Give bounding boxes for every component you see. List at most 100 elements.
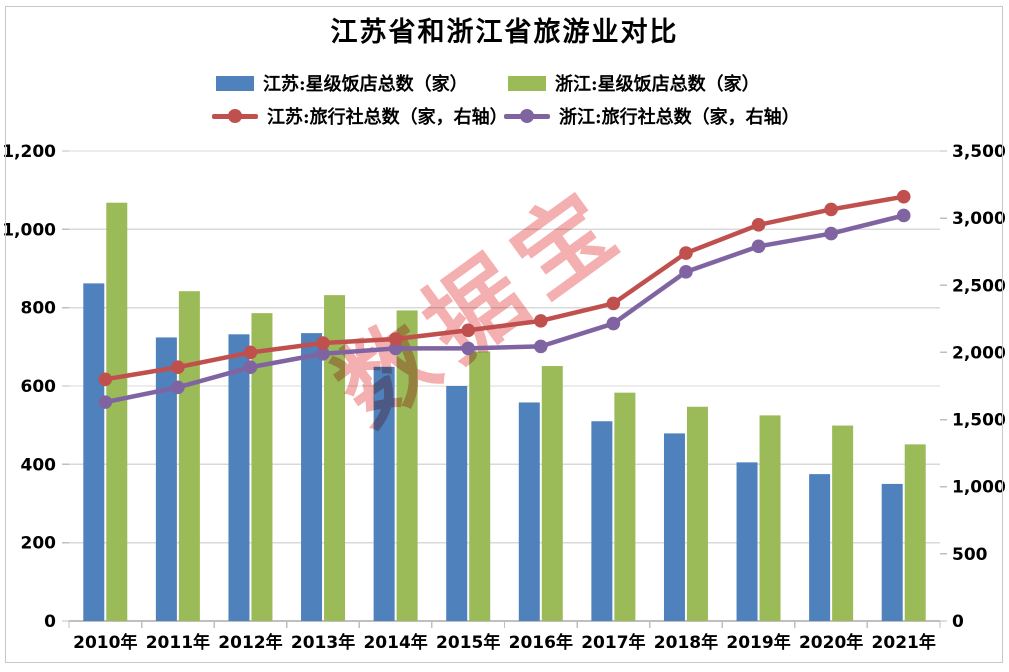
left-axis-tick-label: 0 — [44, 612, 56, 632]
x-axis-category-label: 2015年 — [436, 632, 500, 653]
line-marker — [98, 372, 113, 387]
x-axis-category-label: 2014年 — [363, 632, 427, 653]
x-axis-category-label: 2020年 — [799, 632, 863, 653]
right-axis-tick-label: 1,000 — [952, 478, 1006, 498]
line-marker — [606, 296, 621, 311]
left-axis-tick-label: 200 — [21, 534, 57, 554]
line-series-0 — [98, 208, 911, 409]
bar-series-0 — [83, 283, 903, 621]
left-axis-tick-label: 1,200 — [2, 142, 56, 162]
left-axis-tick-label: 600 — [21, 377, 57, 397]
bar-series — [83, 202, 926, 621]
line-marker — [606, 316, 621, 331]
bar — [301, 333, 323, 621]
bar — [251, 313, 273, 621]
line-marker — [824, 226, 838, 241]
right-axis-tick-label: 3,000 — [952, 209, 1006, 229]
x-axis-category-label: 2019年 — [726, 632, 790, 653]
left-axis-tick-label: 800 — [21, 299, 57, 319]
bar-series-1 — [106, 202, 926, 621]
line-marker — [679, 246, 693, 260]
bar — [83, 283, 105, 621]
left-axis-tick-label: 400 — [21, 455, 57, 475]
right-axis-tick-label: 2,500 — [952, 276, 1006, 296]
x-axis-category-label: 2010年 — [73, 632, 137, 653]
line-marker — [896, 208, 911, 223]
bar — [663, 433, 685, 621]
line-marker — [171, 360, 185, 375]
bar-swatch-icon — [216, 75, 254, 91]
bar — [541, 366, 563, 621]
legend-label: 江苏:旅行社总数（家，右轴） — [267, 107, 508, 128]
bar — [178, 291, 200, 621]
line-marker — [171, 380, 185, 395]
legend-item-zhejiang-hotels: 浙江:星级饭店总数（家） — [508, 70, 760, 96]
bar — [686, 406, 708, 621]
bar — [759, 415, 781, 621]
line-marker — [316, 346, 330, 361]
axes — [62, 150, 947, 628]
line-marker — [461, 323, 476, 338]
line-marker — [533, 339, 548, 354]
x-axis-category-label: 2017年 — [581, 632, 645, 653]
x-axis-category-label: 2018年 — [654, 632, 718, 653]
bar — [446, 386, 468, 621]
x-axis-category-label: 2016年 — [509, 632, 573, 653]
bar — [106, 202, 128, 621]
line-path — [103, 213, 906, 405]
bar — [904, 444, 926, 621]
bar — [469, 351, 491, 621]
line-marker — [824, 202, 838, 217]
right-axis-tick-label: 3,500 — [952, 142, 1006, 162]
x-axis-category-label: 2011年 — [146, 632, 210, 653]
line-marker-swatch-icon — [504, 108, 550, 124]
right-axis-tick-label: 2,000 — [952, 343, 1006, 363]
legend-item-jiangsu-agencies: 江苏:旅行社总数（家，右轴） — [212, 103, 508, 129]
line-marker — [388, 332, 403, 346]
line-marker — [461, 341, 476, 356]
line-marker — [243, 345, 258, 360]
bar — [736, 462, 758, 621]
bar — [809, 474, 831, 621]
legend-label: 江苏:星级饭店总数（家） — [263, 74, 468, 95]
line-marker-swatch-icon — [212, 108, 258, 124]
right-axis-tick-label: 500 — [952, 545, 988, 565]
bar — [228, 334, 250, 621]
line-marker — [679, 265, 693, 279]
right-axis-tick-label: 1,500 — [952, 411, 1006, 431]
x-axis-category-label: 2021年 — [872, 632, 936, 653]
bar — [396, 310, 418, 621]
bar — [518, 402, 540, 621]
legend-item-jiangsu-hotels: 江苏:星级饭店总数（家） — [216, 70, 468, 96]
bar — [324, 295, 346, 621]
legend-item-zhejiang-agencies: 浙江:旅行社总数（家，右轴） — [504, 103, 800, 129]
right-axis-tick-label: 0 — [952, 612, 964, 632]
bar — [881, 483, 903, 621]
bar — [614, 392, 636, 621]
line-marker — [98, 395, 113, 409]
line-marker — [751, 239, 766, 254]
line-path — [103, 194, 906, 382]
bar — [832, 425, 854, 621]
left-axis-tick-label: 1,000 — [2, 220, 56, 240]
bar — [155, 337, 177, 621]
line-marker — [751, 218, 766, 232]
bar — [373, 366, 395, 621]
line-marker — [896, 189, 911, 204]
line-series-1 — [98, 189, 911, 387]
bar-swatch-icon — [508, 75, 546, 91]
line-marker — [316, 336, 330, 350]
chart-title: 江苏省和浙江省旅游业对比 — [330, 17, 679, 48]
bar — [591, 421, 613, 621]
line-marker — [388, 341, 403, 356]
x-axis-category-label: 2013年 — [291, 632, 355, 653]
legend-label: 浙江:星级饭店总数（家） — [555, 74, 760, 95]
line-marker — [533, 314, 548, 328]
line-series — [98, 189, 911, 409]
axis-labels: 0 200 400 600 800 1,000 1,200 0 500 1,000 1,500 2,0… — [2, 142, 1006, 653]
x-axis-category-label: 2012年 — [218, 632, 282, 653]
legend-label: 浙江:旅行社总数（家，右轴） — [559, 107, 800, 128]
line-marker — [243, 360, 258, 375]
